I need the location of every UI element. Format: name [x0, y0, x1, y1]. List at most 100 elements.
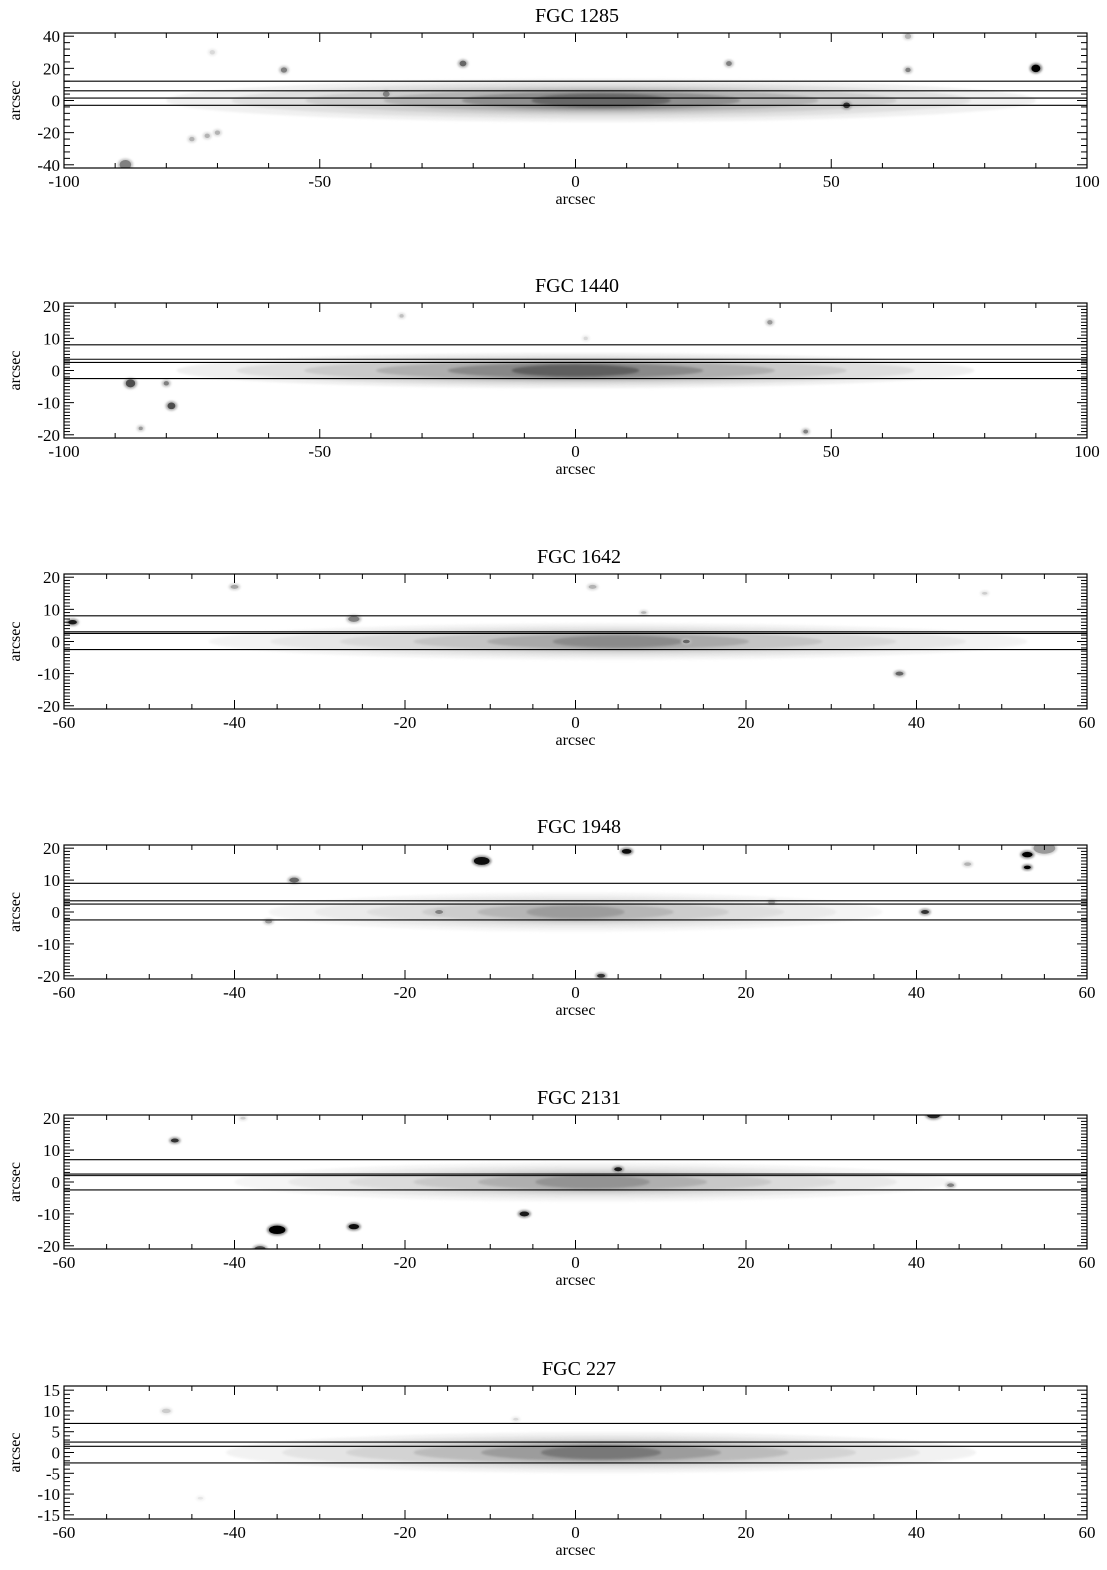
y-tick-label: 10 [43, 1141, 60, 1160]
x-tick-label: -40 [223, 1523, 246, 1542]
x-tick-label: 60 [1079, 713, 1096, 732]
point-source-core [348, 616, 360, 622]
y-tick-label: -40 [37, 156, 60, 175]
point-source-core [167, 402, 176, 410]
x-tick-label: 60 [1079, 1523, 1096, 1542]
x-tick-label: -40 [223, 713, 246, 732]
point-source-core [621, 848, 632, 854]
galaxy-image [168, 1115, 957, 1249]
point-source-core [767, 320, 773, 325]
point-source-core [513, 1417, 519, 1421]
x-tick-label: -20 [394, 1523, 417, 1542]
x-tick-label: 100 [1074, 172, 1100, 191]
point-source-core [125, 379, 136, 388]
point-source-core [1031, 64, 1041, 73]
plot-frame [63, 844, 1088, 980]
x-tick-label: 50 [823, 172, 840, 191]
x-tick-label: -40 [223, 983, 246, 1002]
y-tick-label: 20 [43, 1109, 60, 1128]
plot-frame [63, 1114, 1088, 1250]
point-source-core [904, 33, 912, 39]
panel-title: FGC 1642 [537, 546, 621, 568]
panel-fgc-1642: FGC 1642 -60 -40 -20 0 20 40 60 -20 -10 0 10 20 arc… [7, 546, 1096, 749]
x-tick-label: 40 [908, 983, 925, 1002]
x-tick-label: -100 [48, 442, 79, 461]
point-source-core [1023, 865, 1031, 870]
slit-lines [64, 80, 1087, 106]
point-source-core [280, 67, 288, 73]
point-source-core [254, 1246, 266, 1249]
x-tick-label: 0 [571, 172, 580, 191]
x-tick-label: 20 [738, 1253, 755, 1272]
point-source-core [614, 1167, 623, 1172]
panel-fgc-1285: FGC 1285 -100 -50 0 50 100 -40 -20 0 20 40 arcsec… [7, 5, 1100, 208]
y-tick-label: 10 [43, 600, 60, 619]
point-source-core [230, 584, 239, 589]
point-source-core [435, 910, 444, 914]
y-axis-label: arcsec [7, 622, 24, 662]
point-source-core [905, 67, 911, 73]
x-axis-label: arcsec [556, 461, 596, 478]
y-tick-label: 20 [43, 568, 60, 587]
galaxy-image [66, 583, 1028, 678]
y-tick-label: -10 [37, 1485, 60, 1504]
y-tick-label: -20 [37, 967, 60, 986]
plot-frame [63, 302, 1088, 439]
slit-lines [64, 344, 1087, 380]
y-tick-label: -5 [46, 1464, 60, 1483]
point-source-core [682, 639, 690, 644]
point-source-core [170, 1138, 179, 1143]
point-source-core [268, 1225, 286, 1235]
point-source-core [161, 1408, 171, 1414]
galaxy-disk-layer [541, 1445, 662, 1460]
panel-fgc-2131: FGC 2131 -60 -40 -20 0 20 40 60 -20 -10 0 10 20 arc… [7, 1087, 1096, 1289]
y-tick-label: 5 [52, 1423, 61, 1442]
y-tick-label: 10 [43, 1402, 60, 1421]
x-tick-label: 50 [823, 442, 840, 461]
x-axis-label: arcsec [556, 732, 596, 749]
point-source-core [138, 426, 143, 431]
galaxy-image [159, 1407, 977, 1502]
x-tick-label: 0 [571, 983, 580, 1002]
point-source-core [964, 862, 972, 866]
y-tick-label: 15 [43, 1381, 60, 1400]
point-source-core [163, 381, 169, 386]
x-tick-label: 0 [571, 1523, 580, 1542]
point-source-core [895, 671, 904, 676]
y-tick-label: 40 [43, 27, 60, 46]
x-tick-label: 0 [571, 442, 580, 461]
y-axis-label: arcsec [7, 892, 24, 932]
x-tick-label: -60 [53, 1253, 76, 1272]
x-tick-label: 100 [1074, 442, 1100, 461]
x-tick-label: 0 [571, 1253, 580, 1272]
slit-lines [64, 1422, 1087, 1464]
y-tick-label: 20 [43, 59, 60, 78]
panel-fgc-1948: FGC 1948 -60 -40 -20 0 20 40 60 -20 -10 0 10 20 arc… [7, 816, 1096, 1019]
x-axis-label: arcsec [556, 191, 596, 208]
x-tick-label: 60 [1079, 983, 1096, 1002]
y-axis-label: arcsec [7, 1162, 24, 1202]
point-source-core [459, 60, 467, 67]
panel-title: FGC 1440 [535, 275, 619, 297]
point-source-core [209, 50, 215, 55]
axis-ticks: -60 -40 -20 0 20 40 60 -20 -10 0 10 20 [37, 1109, 1095, 1272]
y-tick-label: -10 [37, 935, 60, 954]
x-tick-label: 40 [908, 1253, 925, 1272]
point-source-core [726, 61, 732, 66]
x-tick-label: 20 [738, 713, 755, 732]
point-source-core [473, 856, 490, 865]
y-tick-label: 0 [52, 633, 61, 652]
x-tick-label: 0 [571, 713, 580, 732]
y-tick-label: -20 [37, 697, 60, 716]
x-tick-label: -60 [53, 1523, 76, 1542]
galaxy-image [117, 33, 1043, 168]
plot-frame [63, 1385, 1088, 1520]
y-tick-label: 0 [52, 1173, 61, 1192]
point-source-core [240, 1116, 246, 1120]
y-tick-label: 10 [43, 329, 60, 348]
x-tick-label: 20 [738, 1523, 755, 1542]
